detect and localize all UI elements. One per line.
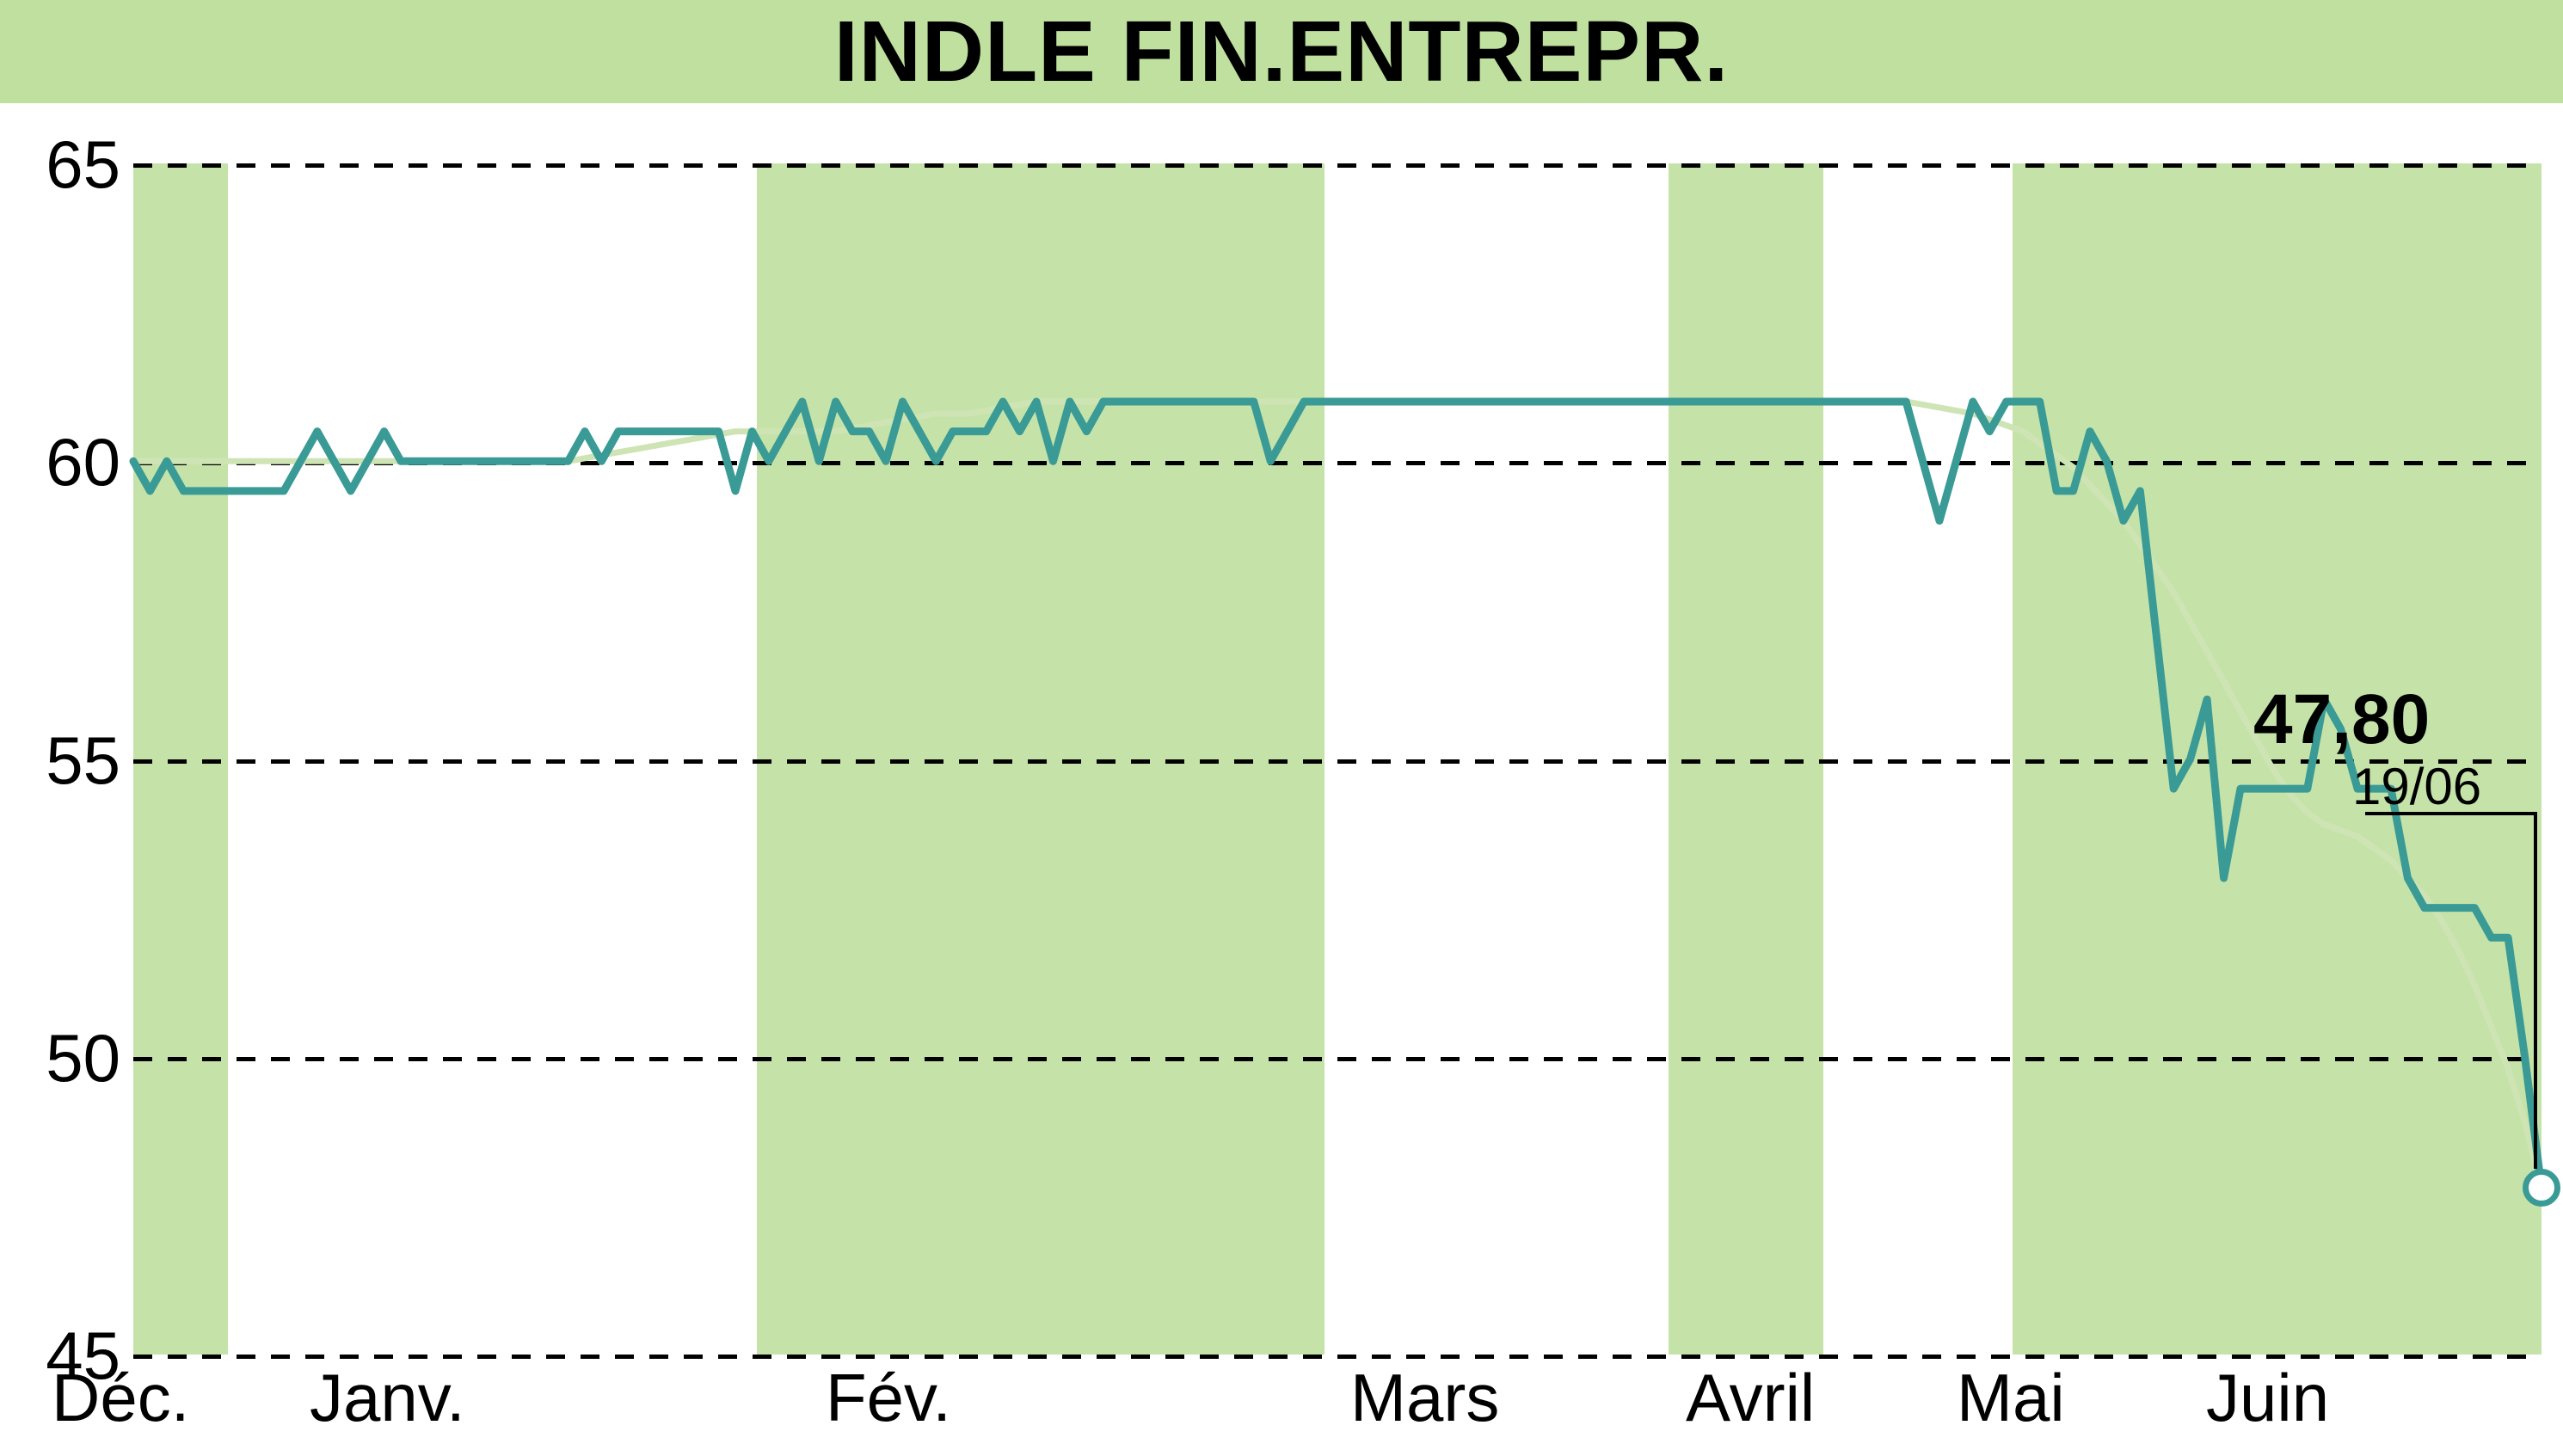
end-marker [2523,1169,2560,1207]
last-value-label: 47,80 [2253,679,2430,760]
leader-line-horizontal [2365,812,2534,815]
price-line [133,402,2541,1188]
price-chart-svg [0,0,2563,1456]
stock-chart-container: INDLE FIN.ENTREPR. 4550556065Déc.Janv.Fé… [0,0,2563,1456]
moving-average-line [133,402,2541,1188]
leader-line-vertical [2534,812,2537,1169]
last-date-label: 19/06 [2352,757,2481,816]
